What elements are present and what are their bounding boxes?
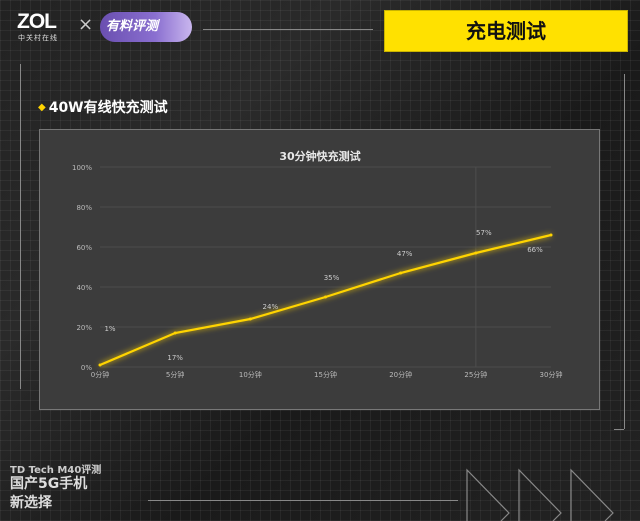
data-point bbox=[173, 331, 177, 335]
chevrons-decoration bbox=[466, 468, 614, 521]
x-tick-label: 25分钟 bbox=[464, 370, 487, 379]
x-tick-label: 20分钟 bbox=[389, 370, 412, 379]
y-tick-label: 40% bbox=[76, 284, 92, 292]
data-point bbox=[324, 295, 327, 299]
data-label: 66% bbox=[527, 246, 543, 254]
partner-logo: 有料评测 bbox=[100, 12, 192, 42]
y-tick-label: 60% bbox=[76, 244, 92, 252]
data-label: 24% bbox=[263, 303, 279, 311]
frame-line-corner bbox=[614, 429, 624, 430]
slogan-line: 新选择 bbox=[10, 495, 52, 511]
frame-line-right bbox=[624, 74, 625, 429]
chart-panel bbox=[39, 129, 600, 410]
data-label: 17% bbox=[167, 354, 183, 362]
data-label: 47% bbox=[397, 250, 413, 258]
data-point bbox=[248, 317, 252, 321]
zol-logo: ZOL bbox=[17, 10, 57, 33]
y-tick-label: 20% bbox=[76, 324, 92, 332]
x-tick-label: 10分钟 bbox=[239, 370, 262, 379]
data-point bbox=[399, 271, 403, 275]
footer-slogan: 国产5G手机 新选择 bbox=[10, 475, 110, 513]
footer-brand: TD Tech M40评测 bbox=[10, 465, 102, 476]
data-point bbox=[474, 251, 478, 255]
data-label: 35% bbox=[324, 274, 340, 282]
y-tick-label: 0% bbox=[81, 364, 92, 372]
page-title: 充电测试 bbox=[384, 10, 628, 52]
x-tick-label: 30分钟 bbox=[540, 370, 563, 379]
chevron-right-icon bbox=[466, 468, 510, 521]
section-heading: ◆ 40W有线快充测试 bbox=[38, 97, 168, 117]
zol-logo-subtitle: 中关村在线 bbox=[18, 34, 58, 42]
times-icon: × bbox=[78, 14, 94, 35]
data-label: 57% bbox=[476, 229, 492, 237]
x-tick-label: 15分钟 bbox=[314, 370, 337, 379]
divider bbox=[148, 500, 458, 501]
x-tick-label: 0分钟 bbox=[91, 370, 109, 379]
y-tick-label: 100% bbox=[72, 164, 92, 172]
x-tick-label: 5分钟 bbox=[166, 370, 184, 379]
data-point bbox=[549, 233, 553, 237]
chevron-right-icon bbox=[518, 468, 562, 521]
frame-line-left bbox=[20, 64, 21, 389]
chart-title: 30分钟快充测试 bbox=[279, 149, 360, 163]
y-tick-label: 80% bbox=[76, 204, 92, 212]
diamond-bullet-icon: ◆ bbox=[38, 102, 46, 113]
series-line bbox=[99, 233, 552, 367]
section-title: 40W有线快充测试 bbox=[48, 100, 168, 116]
data-label: 1% bbox=[104, 325, 115, 333]
divider bbox=[203, 29, 373, 30]
data-point bbox=[98, 363, 102, 367]
chevron-right-icon bbox=[570, 468, 614, 521]
slogan-line: 国产5G手机 bbox=[10, 476, 88, 492]
